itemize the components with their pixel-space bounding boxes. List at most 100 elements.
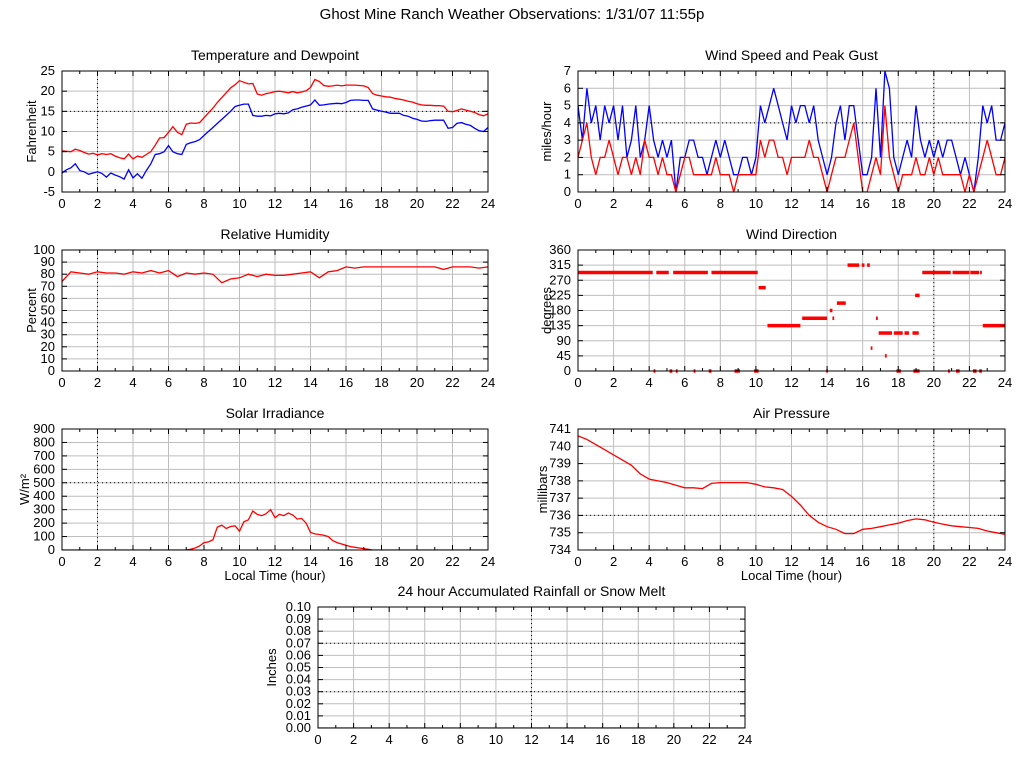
solar-xtick-label: 14 <box>303 554 317 569</box>
temperature-xtick-label: 24 <box>481 196 495 211</box>
chart-wind_direction: 0 2 4 6 8 10 12 14 16 18 20 22 240459013518022527031… <box>539 226 1012 390</box>
rainfall-ytick-label: 0.07 <box>286 635 311 650</box>
pressure-ytick-label: 735 <box>549 525 571 540</box>
solar-ytick-label: 200 <box>33 515 55 530</box>
rainfall-ylabel: Inches <box>264 648 279 687</box>
rainfall-ytick-label: 0.05 <box>286 660 311 675</box>
humidity-ytick-label: 50 <box>41 303 55 318</box>
wind_speed-xtick-label: 20 <box>927 196 941 211</box>
wind_speed-ytick-label: 7 <box>564 63 571 78</box>
chart-pressure: 0 2 4 6 8 10 12 14 16 18 20 22 247347357367377387397… <box>535 405 1012 583</box>
temperature-ytick-label: 0 <box>48 164 55 179</box>
humidity-xtick-label: 0 <box>58 375 65 390</box>
wind_direction-ytick-label: 90 <box>557 333 571 348</box>
pressure-ytick-label: 736 <box>549 507 571 522</box>
solar-xtick-label: 6 <box>165 554 172 569</box>
solar-xtick-label: 24 <box>481 554 495 569</box>
pressure-ytick-label: 734 <box>549 542 571 557</box>
rainfall-xtick-label: 12 <box>524 732 538 747</box>
humidity-title: Relative Humidity <box>221 226 330 242</box>
humidity-xtick-label: 6 <box>165 375 172 390</box>
temperature-series-dewpoint <box>61 99 489 180</box>
humidity-ytick-label: 80 <box>41 266 55 281</box>
wind_direction-ytick-label: 45 <box>557 348 571 363</box>
pressure-ytick-label: 741 <box>549 421 571 436</box>
temperature-ytick-label: 25 <box>41 63 55 78</box>
temperature-xtick-label: 16 <box>339 196 353 211</box>
humidity-xtick-label: 20 <box>410 375 424 390</box>
solar-ytick-label: 0 <box>48 542 55 557</box>
pressure-ytick-label: 740 <box>549 438 571 453</box>
wind_direction-ylabel: degrees <box>539 287 554 334</box>
pressure-xtick-label: 4 <box>646 554 653 569</box>
solar-title: Solar Irradiance <box>226 405 325 421</box>
humidity-ytick-label: 30 <box>41 327 55 342</box>
solar-xtick-label: 2 <box>94 554 101 569</box>
rainfall-ytick-label: 0.03 <box>286 684 311 699</box>
pressure-ytick-label: 737 <box>549 490 571 505</box>
pressure-xtick-label: 10 <box>749 554 763 569</box>
temperature-ylabel: Fahrenheit <box>24 100 39 163</box>
wind_speed-xtick-label: 18 <box>891 196 905 211</box>
solar-xtick-label: 0 <box>58 554 65 569</box>
wind_direction-xtick-label: 22 <box>962 375 976 390</box>
pressure-xtick-label: 22 <box>962 554 976 569</box>
humidity-xtick-label: 24 <box>481 375 495 390</box>
humidity-ytick-label: 70 <box>41 278 55 293</box>
wind_speed-xtick-label: 2 <box>610 196 617 211</box>
wind_direction-xtick-label: 16 <box>855 375 869 390</box>
pressure-xtick-label: 16 <box>855 554 869 569</box>
temperature-xtick-label: 10 <box>232 196 246 211</box>
chart-humidity: 0 2 4 6 8 10 12 14 16 18 20 22 240102030405060708090… <box>24 226 495 390</box>
solar-ylabel: W/m² <box>17 473 32 505</box>
pressure-xtick-label: 20 <box>927 554 941 569</box>
rainfall-ytick-label: 0.02 <box>286 696 311 711</box>
solar-xlabel: Local Time (hour) <box>224 568 325 583</box>
rainfall-xtick-label: 20 <box>667 732 681 747</box>
wind_speed-ytick-label: 6 <box>564 80 571 95</box>
humidity-xtick-label: 22 <box>445 375 459 390</box>
humidity-ytick-label: 0 <box>48 363 55 378</box>
temperature-ytick-label: 20 <box>41 83 55 98</box>
wind_speed-xtick-label: 16 <box>855 196 869 211</box>
wind_speed-xtick-label: 24 <box>998 196 1012 211</box>
humidity-ytick-label: 60 <box>41 290 55 305</box>
wind_direction-xtick-label: 24 <box>998 375 1012 390</box>
chart-solar: 0 2 4 6 8 10 12 14 16 18 20 22 240100200300400500600… <box>17 405 495 583</box>
solar-ytick-label: 400 <box>33 488 55 503</box>
wind_speed-xtick-label: 4 <box>646 196 653 211</box>
pressure-xtick-label: 18 <box>891 554 905 569</box>
humidity-ytick-label: 20 <box>41 339 55 354</box>
solar-ytick-label: 700 <box>33 448 55 463</box>
rainfall-xtick-label: 10 <box>489 732 503 747</box>
rainfall-ytick-label: 0.08 <box>286 623 311 638</box>
temperature-xtick-label: 12 <box>268 196 282 211</box>
solar-ytick-label: 300 <box>33 502 55 517</box>
pressure-ytick-label: 738 <box>549 473 571 488</box>
pressure-xtick-label: 0 <box>574 554 581 569</box>
temperature-series-temperature <box>61 78 489 160</box>
wind_direction-ytick-label: 0 <box>564 363 571 378</box>
chart-rainfall: 0 2 4 6 8 10 12 14 16 18 20 22 240.000.010.020.030.0… <box>264 583 752 747</box>
temperature-xtick-label: 8 <box>200 196 207 211</box>
solar-ytick-label: 800 <box>33 434 55 449</box>
solar-xtick-label: 22 <box>445 554 459 569</box>
humidity-ylabel: Percent <box>24 288 39 333</box>
temperature-xtick-label: 14 <box>303 196 317 211</box>
humidity-xtick-label: 12 <box>268 375 282 390</box>
pressure-xtick-label: 8 <box>717 554 724 569</box>
rainfall-ytick-label: 0.00 <box>286 720 311 735</box>
wind_direction-xtick-label: 6 <box>681 375 688 390</box>
temperature-xtick-label: 4 <box>129 196 136 211</box>
temperature-xtick-label: 20 <box>410 196 424 211</box>
rainfall-xtick-label: 22 <box>702 732 716 747</box>
humidity-xtick-label: 14 <box>303 375 317 390</box>
wind_direction-title: Wind Direction <box>746 226 837 242</box>
rainfall-xtick-label: 0 <box>314 732 321 747</box>
wind_direction-xtick-label: 4 <box>646 375 653 390</box>
rainfall-xtick-label: 18 <box>631 732 645 747</box>
wind_speed-xtick-label: 12 <box>784 196 798 211</box>
solar-ytick-label: 100 <box>33 529 55 544</box>
wind_speed-series-peak-gust <box>577 70 1006 193</box>
